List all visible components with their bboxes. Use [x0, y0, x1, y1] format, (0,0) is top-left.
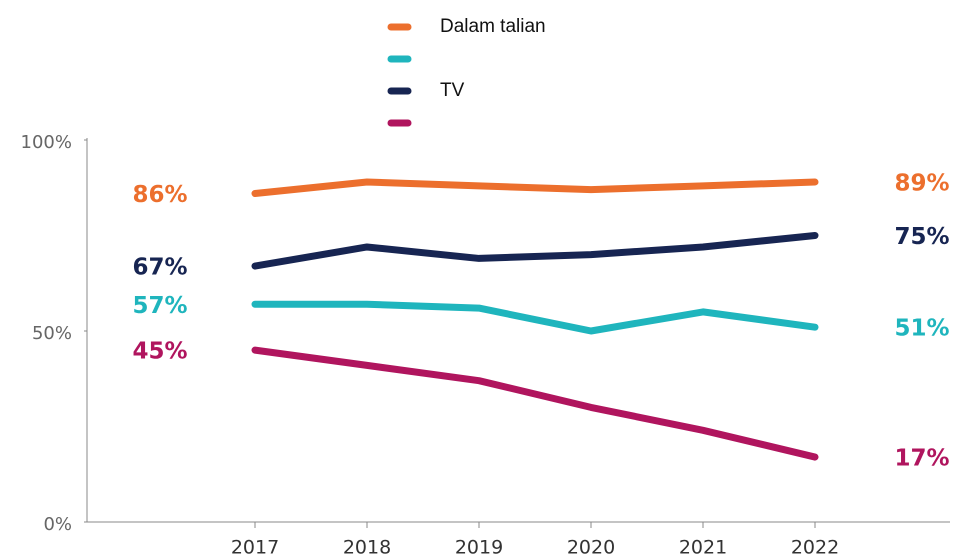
x-tick-label: 2020: [567, 537, 615, 559]
data-label: 45%: [132, 339, 187, 365]
x-tick-label: 2021: [679, 537, 727, 559]
data-label: 67%: [132, 255, 187, 281]
legend-label: TV: [440, 80, 465, 101]
data-label: 75%: [894, 224, 949, 250]
x-tick-label: 2017: [231, 537, 279, 559]
y-tick-label: 50%: [32, 323, 72, 344]
data-label: 86%: [132, 182, 187, 208]
data-label: 51%: [894, 316, 949, 342]
line: [251, 346, 819, 461]
data-label: 17%: [894, 446, 949, 472]
x-tick-label: 2022: [791, 537, 839, 559]
y-tick-label: 100%: [21, 132, 72, 153]
data-label: 89%: [894, 171, 949, 197]
line: [251, 300, 819, 335]
y-tick-label: 0%: [43, 514, 72, 535]
legend-label: Dalam talian: [440, 16, 546, 37]
x-tick-label: 2018: [343, 537, 391, 559]
x-tick-label: 2019: [455, 537, 503, 559]
data-label: 57%: [132, 293, 187, 319]
line: [251, 232, 819, 270]
line: [251, 178, 819, 197]
